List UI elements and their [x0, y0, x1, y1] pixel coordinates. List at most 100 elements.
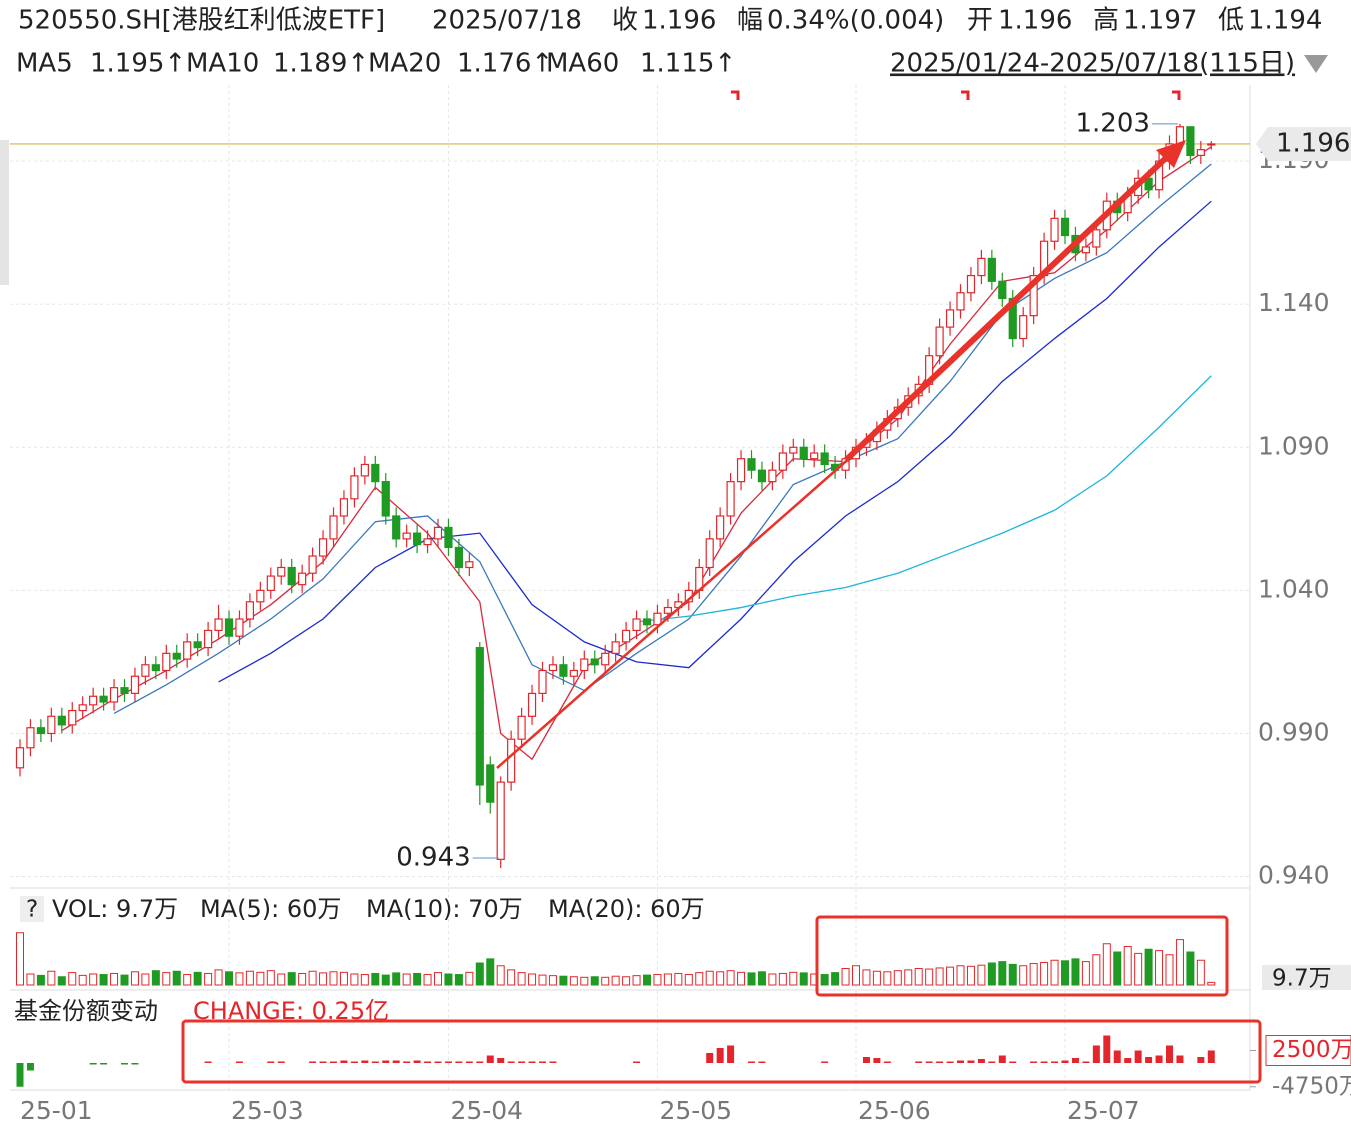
volume-bar [1061, 960, 1069, 986]
volume-bar [622, 976, 631, 986]
volume-bar [319, 972, 328, 986]
legend-value: 1.115↑ [640, 49, 736, 79]
change-bar [89, 1063, 97, 1065]
candle-body [245, 601, 254, 620]
vol-last-label: 9.7万 [1272, 966, 1332, 992]
change-bar [1103, 1035, 1111, 1063]
volume-bar [308, 970, 317, 986]
change-bar [413, 1060, 421, 1063]
volume-bar [350, 973, 359, 986]
volume-bar [99, 974, 108, 986]
volume-bar [371, 972, 380, 986]
date-range[interactable]: 2025/01/24-2025/07/18(115日) [890, 49, 1295, 79]
volume-bar [381, 974, 390, 986]
volume-bar [225, 971, 233, 986]
volume-bar [789, 971, 798, 986]
volume-bar [141, 973, 150, 986]
highlight-box [815, 915, 1229, 997]
volume-bar [287, 972, 296, 986]
top-mark [961, 90, 970, 100]
candle-body [569, 669, 578, 677]
field-label: 收 [612, 6, 638, 36]
volume-bar [298, 972, 307, 986]
candle-body [538, 669, 547, 695]
change-bar [204, 1061, 212, 1063]
change-bar [1113, 1050, 1121, 1063]
change-bar [340, 1060, 348, 1063]
volume-bar [559, 975, 568, 986]
volume-bar [643, 974, 651, 986]
change-bar [1061, 1060, 1069, 1063]
vol-legend: MA(5): 60万 [200, 895, 341, 923]
volume-bar [601, 976, 610, 986]
change-bar [26, 1063, 34, 1071]
volume-bar [465, 971, 474, 986]
volume-bar [1165, 954, 1174, 986]
candle-body [611, 641, 620, 654]
volume-bar [998, 961, 1007, 986]
volume-bar [413, 972, 422, 986]
price-box [1256, 126, 1351, 161]
change-bar [1009, 1061, 1017, 1063]
volume-bar [747, 972, 756, 986]
candle-body [1029, 274, 1038, 317]
volume-bar [486, 958, 495, 986]
volume-bar [872, 970, 881, 986]
change-bar [1166, 1045, 1173, 1063]
field-value: 1.197 [1123, 6, 1197, 36]
change-bar [862, 1057, 870, 1063]
candle-body [287, 566, 296, 586]
volume-bar [68, 972, 77, 986]
volume-bar [1144, 948, 1153, 986]
help[interactable]: ? [26, 897, 38, 923]
volume-bar [737, 971, 746, 986]
dropdown-icon[interactable] [1304, 55, 1328, 73]
change-bar [1040, 1061, 1048, 1063]
candle-body [496, 781, 505, 860]
volume-bar [444, 973, 453, 986]
x-tick-label: 25-03 [231, 1096, 304, 1125]
change-bar [883, 1061, 891, 1063]
candle-body [1092, 229, 1101, 248]
candle-body [78, 704, 87, 712]
candle-body [799, 446, 808, 460]
candle-body [632, 618, 641, 632]
change-bar [382, 1060, 390, 1063]
change-bar [131, 1063, 139, 1065]
candle-body [945, 309, 955, 328]
candle-body [998, 280, 1007, 300]
change-bar [967, 1060, 975, 1063]
volume-bar [590, 976, 599, 986]
top-marks [731, 90, 1181, 100]
y-tick-label: 1.090 [1258, 431, 1330, 460]
help-box[interactable] [20, 896, 44, 922]
volume-bar [987, 962, 996, 986]
arrow-head [1156, 140, 1186, 168]
candle-body [601, 652, 610, 666]
change-bar [716, 1048, 724, 1063]
legend-name: MA20 [368, 49, 441, 79]
volume-bar [883, 971, 892, 986]
change-bar [444, 1061, 452, 1063]
candle-body [381, 481, 390, 517]
volume-bar [1050, 959, 1059, 986]
volume-bar [1207, 981, 1216, 986]
change-bar [1092, 1045, 1100, 1063]
candle-body [120, 687, 129, 695]
top-mark [1172, 90, 1181, 100]
volume-bar [57, 976, 66, 986]
candle-body [36, 727, 46, 735]
candle-body [1060, 217, 1070, 237]
field-label: 高 [1093, 6, 1119, 36]
candle-body [224, 618, 234, 637]
volume-bar [1175, 939, 1184, 986]
volume-bar [26, 973, 35, 986]
candle-body [810, 452, 819, 460]
candle-body [162, 652, 171, 672]
date: 2025/07/18 [432, 6, 582, 36]
candle-body [68, 709, 77, 726]
volume-bar [1019, 965, 1028, 986]
volume-bar [47, 970, 56, 986]
volume-bar [705, 970, 714, 986]
volume-bar [946, 966, 955, 986]
